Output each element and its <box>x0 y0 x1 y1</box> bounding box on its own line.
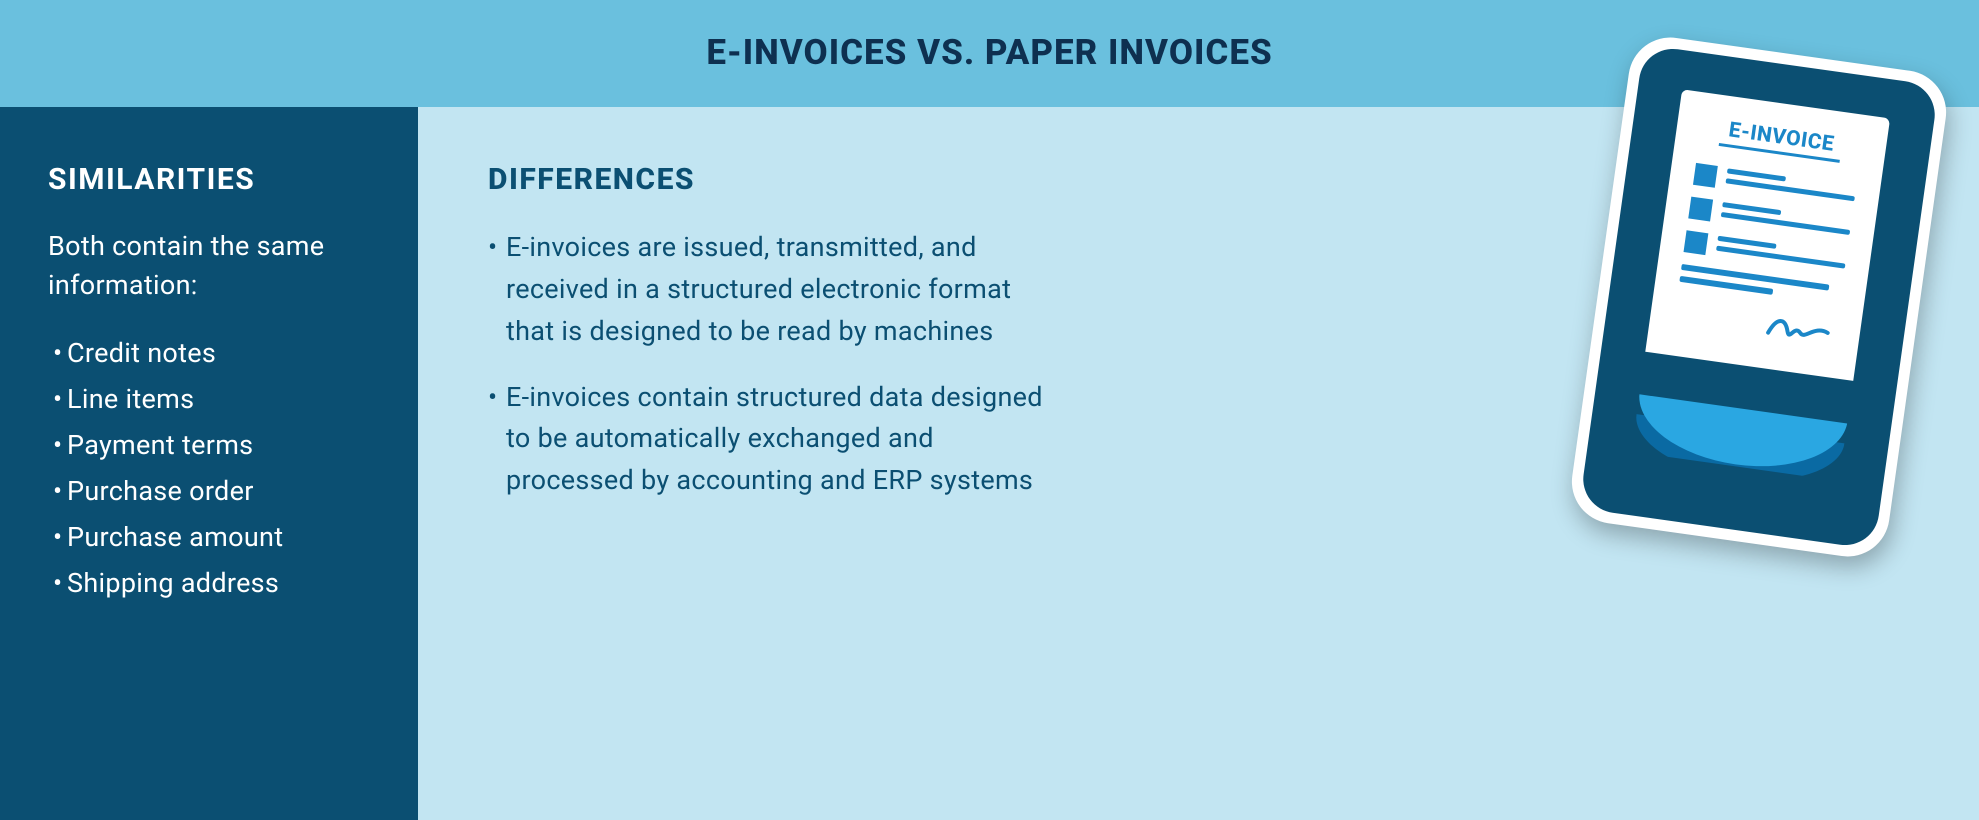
similarities-heading: SIMILARITIES <box>48 162 370 197</box>
text-lines <box>1720 201 1852 241</box>
list-item: Payment terms <box>53 425 370 467</box>
content-columns: SIMILARITIES Both contain the same infor… <box>0 107 1979 820</box>
line-icon <box>1726 178 1855 201</box>
similarities-panel: SIMILARITIES Both contain the same infor… <box>0 107 418 820</box>
square-icon <box>1688 197 1713 222</box>
receipt-title-wrap: E-INVOICE <box>1699 114 1863 165</box>
list-item: Purchase order <box>53 471 370 513</box>
receipt-rows <box>1673 157 1857 350</box>
similarities-list: Credit notes Line items Payment terms Pu… <box>48 333 370 604</box>
list-item: Line items <box>53 379 370 421</box>
phone-illustration: E-INVOICE <box>1539 32 1919 552</box>
differences-panel: DIFFERENCES E-invoices are issued, trans… <box>418 107 1979 820</box>
list-item: Credit notes <box>53 333 370 375</box>
text-lines <box>1725 167 1857 207</box>
signature-icon <box>1673 298 1838 350</box>
line-icon <box>1716 246 1845 269</box>
einvoice-receipt: E-INVOICE <box>1645 89 1890 381</box>
differences-list: E-invoices are issued, transmitted, and … <box>488 227 1048 502</box>
similarities-subheading: Both contain the same information: <box>48 227 370 305</box>
infographic-container: E-INVOICES VS. PAPER INVOICES SIMILARITI… <box>0 0 1979 820</box>
square-icon <box>1684 230 1709 255</box>
line-icon <box>1721 212 1850 235</box>
text-lines <box>1715 235 1847 275</box>
list-item: E-invoices are issued, transmitted, and … <box>488 227 1048 353</box>
list-item: Shipping address <box>53 563 370 605</box>
list-item: E-invoices contain structured data desig… <box>488 377 1048 503</box>
square-icon <box>1693 163 1718 188</box>
phone-device: E-INVOICE <box>1566 32 1951 562</box>
list-item: Purchase amount <box>53 517 370 559</box>
receipt-title: E-INVOICE <box>1719 117 1844 163</box>
